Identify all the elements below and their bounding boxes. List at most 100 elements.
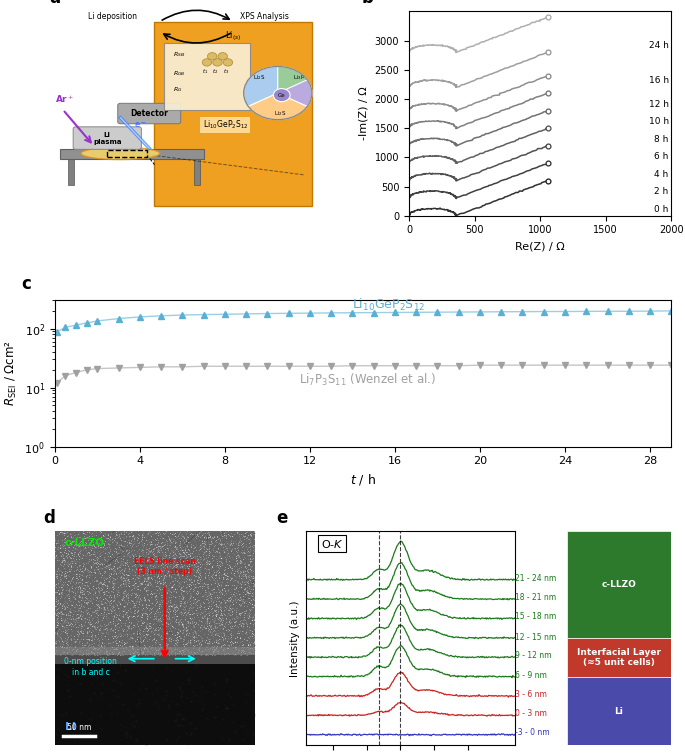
- Point: [198, 616, 209, 628]
- Point: [70, 600, 81, 612]
- Point: [242, 639, 253, 651]
- Point: [177, 546, 188, 558]
- Point: [111, 562, 122, 574]
- Point: [72, 625, 83, 637]
- Point: [201, 626, 212, 639]
- Point: [84, 614, 95, 626]
- Point: [181, 590, 192, 602]
- Point: [193, 571, 204, 583]
- Point: [155, 575, 166, 587]
- Point: [157, 578, 168, 590]
- Point: [209, 550, 220, 562]
- Point: [197, 570, 208, 582]
- Point: [116, 557, 127, 569]
- Point: [192, 629, 203, 641]
- Point: [56, 614, 67, 626]
- Point: [52, 649, 63, 661]
- Point: [66, 536, 77, 548]
- Point: [203, 641, 214, 653]
- Point: [112, 585, 123, 597]
- Point: [129, 548, 140, 560]
- Point: [171, 532, 182, 544]
- Point: [120, 606, 131, 618]
- Point: [245, 593, 256, 605]
- Point: [213, 547, 224, 559]
- Point: [153, 602, 164, 614]
- Point: [160, 565, 171, 577]
- Point: [198, 532, 209, 544]
- Point: [116, 547, 127, 559]
- Point: [112, 563, 123, 575]
- Point: [95, 630, 106, 642]
- Point: [61, 614, 72, 626]
- Point: [102, 603, 113, 615]
- Point: [202, 582, 213, 594]
- Point: [227, 642, 238, 654]
- Point: [124, 555, 135, 567]
- Point: [189, 597, 200, 609]
- Point: [108, 617, 119, 629]
- Point: [98, 640, 109, 652]
- Point: [181, 624, 192, 636]
- Point: [66, 559, 77, 572]
- Point: [170, 645, 181, 657]
- Point: [174, 553, 185, 566]
- Point: [179, 614, 190, 626]
- Point: [109, 589, 120, 601]
- Point: [102, 532, 113, 544]
- Point: [105, 605, 116, 617]
- Point: [223, 640, 234, 652]
- Point: [203, 596, 214, 608]
- Point: [56, 583, 67, 595]
- Point: [203, 567, 214, 579]
- Point: [236, 571, 247, 583]
- Point: [82, 608, 92, 620]
- Point: [132, 631, 143, 643]
- Point: [155, 581, 166, 593]
- Point: [74, 566, 85, 578]
- Point: [58, 639, 68, 651]
- Point: [199, 644, 210, 656]
- Point: [216, 586, 227, 598]
- Point: [158, 533, 169, 545]
- Point: [118, 617, 129, 629]
- Point: [138, 575, 149, 587]
- Point: [161, 585, 172, 597]
- Point: [97, 581, 108, 593]
- Point: [173, 569, 184, 581]
- Point: [110, 542, 121, 554]
- Point: [95, 547, 105, 559]
- Point: [214, 611, 225, 623]
- Point: [99, 532, 110, 544]
- Point: [228, 563, 239, 575]
- Point: [149, 542, 160, 554]
- Point: [240, 547, 251, 559]
- Point: [143, 582, 154, 594]
- Point: [66, 580, 77, 592]
- Point: [139, 581, 150, 593]
- Point: [81, 571, 92, 583]
- Point: [145, 578, 156, 590]
- Point: [155, 565, 166, 577]
- Point: [241, 584, 252, 596]
- Point: [116, 636, 127, 648]
- Point: [132, 577, 142, 589]
- Point: [108, 632, 119, 644]
- Point: [88, 546, 99, 558]
- Point: [182, 628, 192, 640]
- Point: [195, 603, 206, 615]
- Point: [152, 591, 163, 603]
- Point: [203, 578, 214, 590]
- Point: [117, 556, 128, 568]
- Point: [170, 540, 181, 552]
- Point: [169, 604, 180, 616]
- Point: [73, 599, 84, 611]
- Point: [206, 569, 217, 581]
- Point: [214, 532, 225, 544]
- Point: [68, 546, 79, 558]
- Point: [125, 537, 136, 549]
- Point: [146, 593, 157, 605]
- Point: [75, 613, 86, 625]
- Point: [238, 617, 249, 630]
- Point: [190, 552, 201, 564]
